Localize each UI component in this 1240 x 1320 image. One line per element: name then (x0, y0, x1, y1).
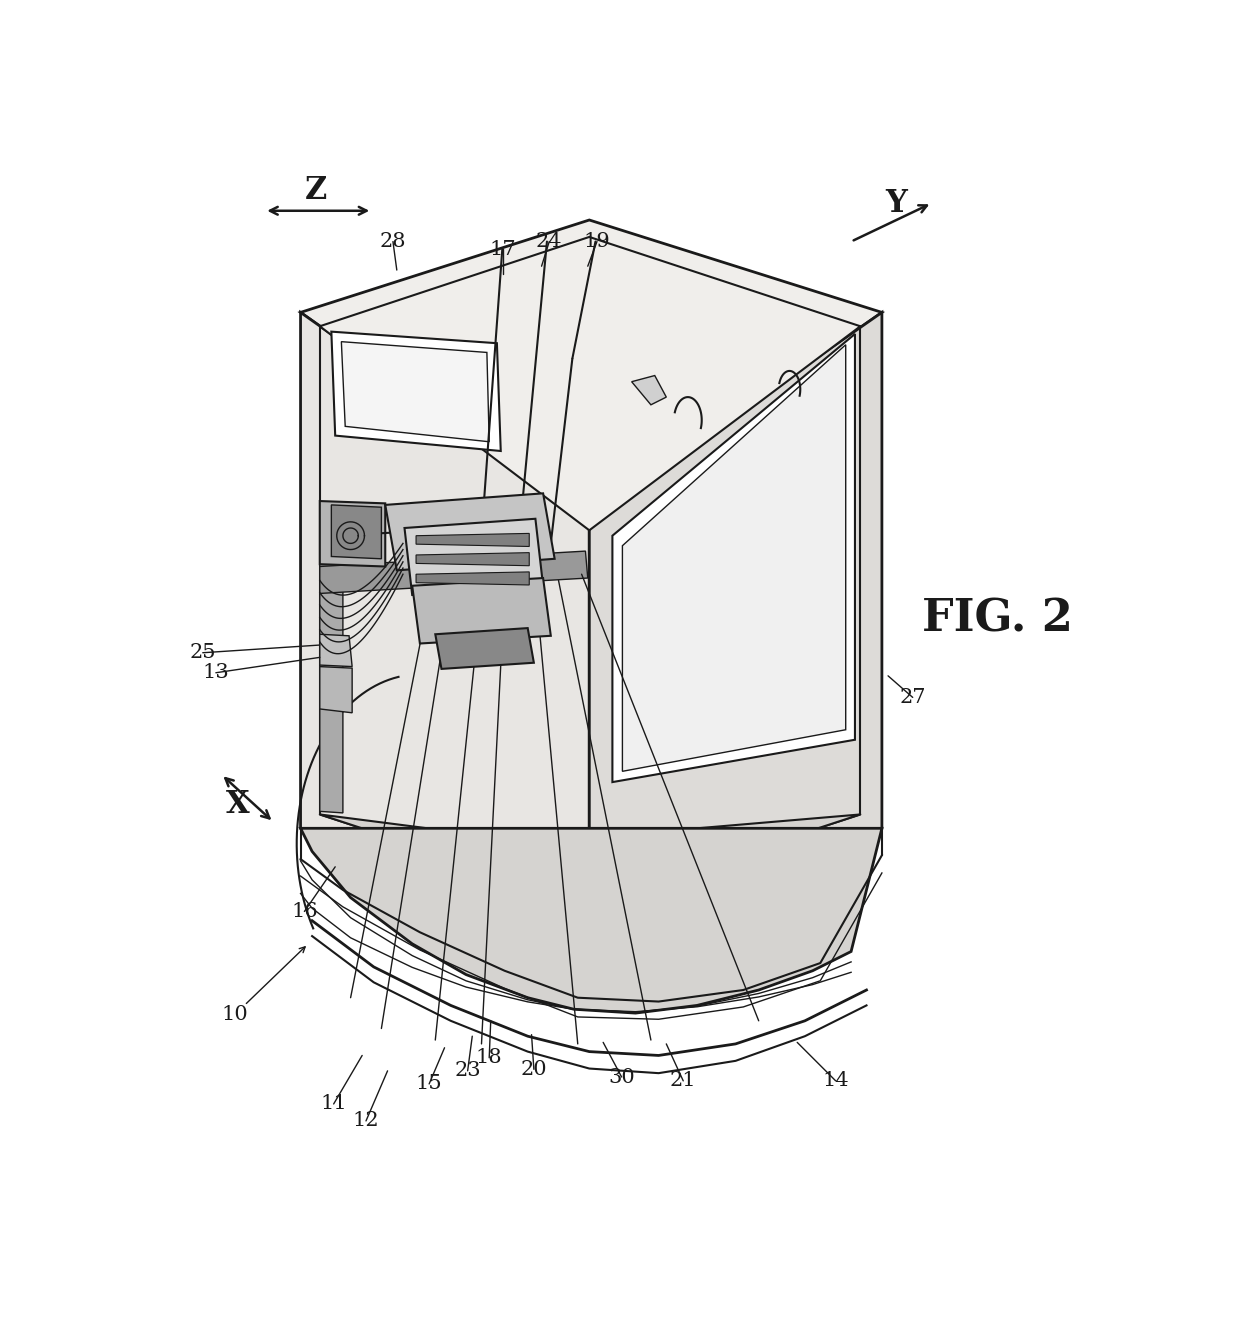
Text: FIG. 2: FIG. 2 (923, 598, 1073, 640)
Text: 12: 12 (352, 1111, 379, 1130)
Text: 24: 24 (536, 232, 563, 251)
Polygon shape (417, 553, 529, 566)
Text: 18: 18 (476, 1048, 502, 1068)
Text: 11: 11 (320, 1094, 347, 1114)
Text: 13: 13 (202, 663, 229, 682)
Text: 14: 14 (822, 1072, 849, 1090)
Text: X: X (226, 789, 249, 820)
Polygon shape (613, 334, 854, 781)
Polygon shape (320, 552, 588, 594)
Text: Y: Y (885, 189, 906, 219)
Polygon shape (300, 313, 589, 917)
Polygon shape (417, 533, 529, 546)
Polygon shape (417, 572, 529, 585)
Polygon shape (631, 376, 666, 405)
Text: 17: 17 (490, 240, 516, 259)
Polygon shape (320, 528, 343, 813)
Text: 15: 15 (415, 1074, 443, 1093)
Text: 16: 16 (291, 902, 317, 921)
Polygon shape (622, 345, 846, 771)
Polygon shape (320, 667, 352, 713)
Polygon shape (331, 331, 501, 451)
Polygon shape (300, 829, 882, 1014)
Polygon shape (331, 506, 382, 558)
Polygon shape (320, 635, 352, 667)
Polygon shape (386, 494, 554, 570)
Polygon shape (320, 814, 861, 903)
Text: 27: 27 (899, 688, 926, 708)
Polygon shape (589, 313, 882, 917)
Polygon shape (320, 238, 861, 531)
Text: 19: 19 (584, 232, 610, 251)
Polygon shape (412, 578, 551, 644)
Text: 30: 30 (609, 1068, 635, 1086)
Polygon shape (404, 519, 543, 595)
Polygon shape (320, 502, 386, 566)
Polygon shape (435, 628, 534, 669)
Polygon shape (341, 342, 490, 442)
Text: Z: Z (305, 176, 327, 206)
Text: 28: 28 (379, 232, 407, 251)
Text: 25: 25 (190, 643, 216, 663)
Text: 23: 23 (454, 1061, 481, 1080)
Polygon shape (300, 220, 882, 516)
Text: 21: 21 (670, 1072, 697, 1090)
Text: 10: 10 (222, 1005, 248, 1024)
Text: 20: 20 (521, 1060, 547, 1078)
